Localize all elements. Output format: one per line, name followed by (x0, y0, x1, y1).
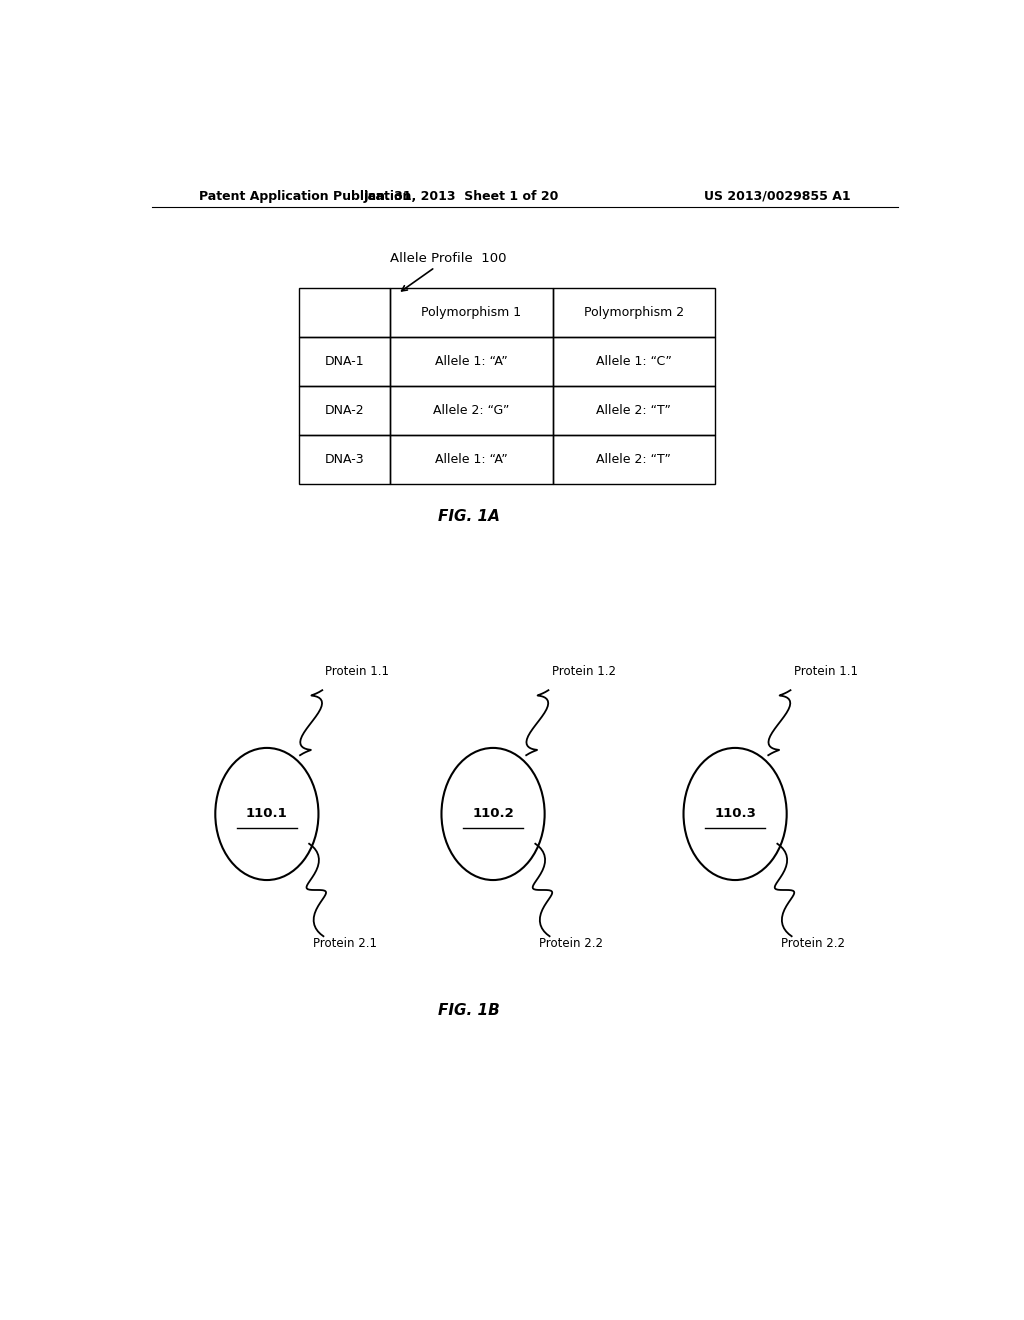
Text: Polymorphism 1: Polymorphism 1 (421, 306, 521, 319)
Text: Allele 1: “C”: Allele 1: “C” (596, 355, 672, 368)
Text: 110.2: 110.2 (472, 808, 514, 821)
Bar (390, 434, 553, 483)
Bar (390, 385, 553, 434)
Text: Patent Application Publication: Patent Application Publication (200, 190, 412, 202)
Text: US 2013/0029855 A1: US 2013/0029855 A1 (703, 190, 850, 202)
Text: 110.3: 110.3 (714, 808, 756, 821)
Text: DNA-1: DNA-1 (325, 355, 365, 368)
Text: Protein 2.2: Protein 2.2 (781, 937, 846, 950)
Bar (390, 289, 553, 338)
Text: Jan. 31, 2013  Sheet 1 of 20: Jan. 31, 2013 Sheet 1 of 20 (364, 190, 559, 202)
Text: Allele Profile  100: Allele Profile 100 (390, 252, 507, 290)
Bar (390, 338, 553, 385)
Text: Allele 2: “T”: Allele 2: “T” (597, 404, 672, 417)
Bar (553, 434, 715, 483)
Text: FIG. 1B: FIG. 1B (438, 1003, 500, 1018)
Text: Protein 2.2: Protein 2.2 (540, 937, 603, 950)
Bar (299, 338, 390, 385)
Bar (553, 385, 715, 434)
Text: Protein 1.2: Protein 1.2 (552, 665, 615, 678)
Bar (299, 385, 390, 434)
Bar (299, 434, 390, 483)
Bar (553, 338, 715, 385)
Text: Protein 1.1: Protein 1.1 (794, 665, 858, 678)
Text: Allele 1: “A”: Allele 1: “A” (435, 355, 508, 368)
Bar (553, 289, 715, 338)
Text: Allele 2: “G”: Allele 2: “G” (433, 404, 509, 417)
Text: 110.1: 110.1 (246, 808, 288, 821)
Text: Protein 2.1: Protein 2.1 (313, 937, 377, 950)
Text: Protein 1.1: Protein 1.1 (326, 665, 389, 678)
Text: DNA-3: DNA-3 (325, 453, 365, 466)
Text: Allele 1: “A”: Allele 1: “A” (435, 453, 508, 466)
Bar (299, 289, 390, 338)
Text: Allele 2: “T”: Allele 2: “T” (597, 453, 672, 466)
Text: FIG. 1A: FIG. 1A (438, 508, 500, 524)
Text: DNA-2: DNA-2 (325, 404, 365, 417)
Text: Polymorphism 2: Polymorphism 2 (584, 306, 684, 319)
